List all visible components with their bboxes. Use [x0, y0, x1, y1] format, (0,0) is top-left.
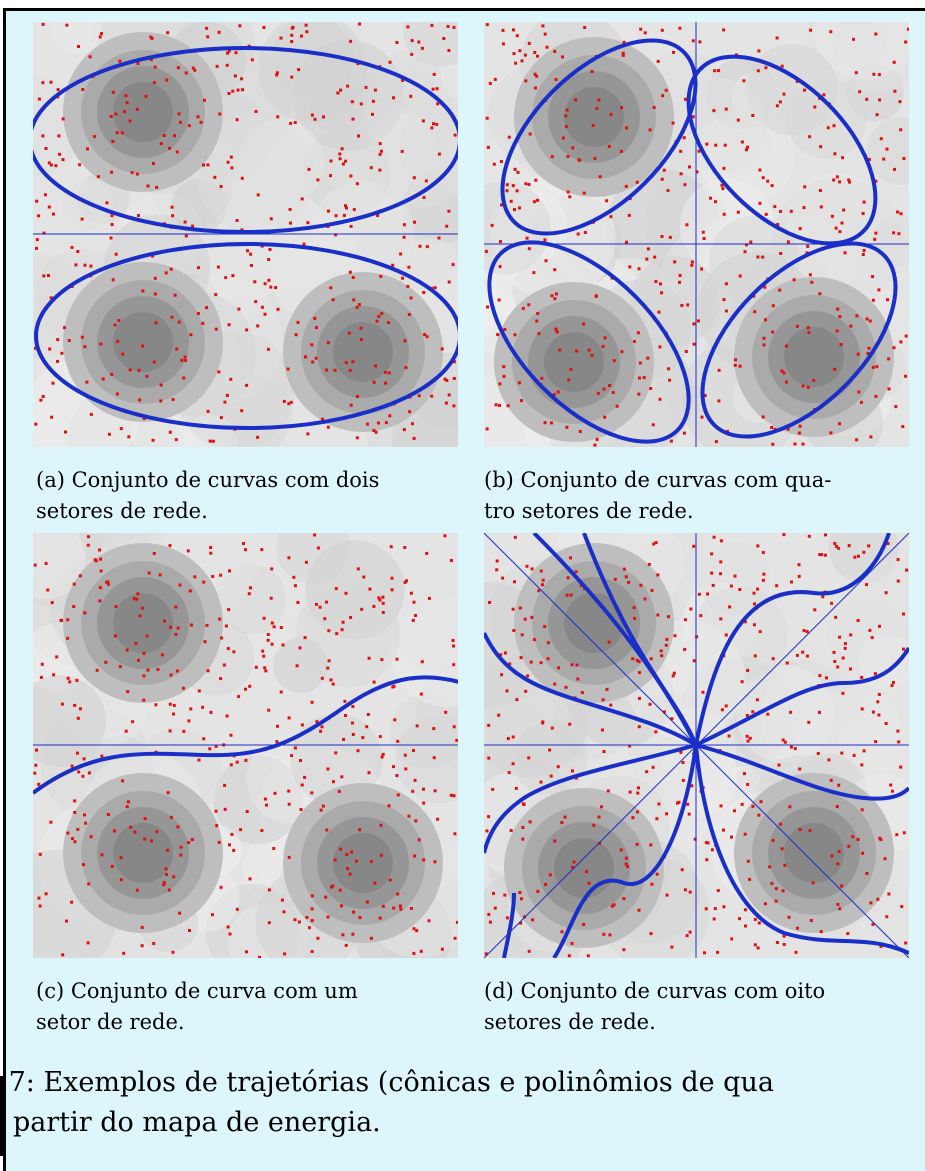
- trajectory-curve: [500, 38, 698, 236]
- figure-caption-line1: .7: Exemplos de trajetórias (cônicas e p…: [0, 1067, 774, 1098]
- caption-c-line1: (c) Conjunto de curva com um: [36, 979, 358, 1003]
- figure-caption: .7: Exemplos de trajetórias (cônicas e p…: [0, 1063, 925, 1143]
- panel-d-plot: [484, 533, 909, 958]
- trajectory-curve: [484, 743, 697, 854]
- figure-frame: (a) Conjunto de curvas com dois setores …: [3, 8, 925, 1171]
- trajectory-curve: [695, 646, 909, 747]
- energy-map: [484, 533, 909, 958]
- trajectory-curve: [33, 675, 458, 795]
- trajectory-curve: [695, 743, 909, 801]
- caption-b-line2: tro setores de rede.: [484, 499, 694, 523]
- caption-d-line2: setores de rede.: [484, 1010, 656, 1034]
- panel-a-image: [33, 22, 458, 447]
- energy-map: [33, 533, 458, 958]
- panel-b-image: [484, 22, 909, 447]
- trajectory-curve: [552, 744, 698, 958]
- caption-a-line2: setores de rede.: [36, 499, 208, 523]
- trajectory-curve: [700, 241, 898, 439]
- trajectory-curve: [582, 533, 698, 746]
- caption-d-line1: (d) Conjunto de curvas com oito: [484, 979, 826, 1003]
- panel-d-image: [484, 533, 909, 958]
- trajectory-curve: [484, 632, 698, 747]
- trajectory-curve: [34, 242, 458, 430]
- figure-caption-line2: partir do mapa de energia.: [13, 1107, 381, 1138]
- panel-c-plot: [33, 533, 458, 958]
- trajectory-curve: [33, 46, 458, 234]
- trajectory-curve: [487, 240, 691, 444]
- caption-d: (d) Conjunto de curvas com oito setores …: [484, 976, 909, 1038]
- trajectory-curve: [694, 744, 909, 955]
- trajectory-curve: [686, 54, 878, 246]
- caption-b: (b) Conjunto de curvas com qua- tro seto…: [484, 465, 909, 527]
- figure-left-edge: [0, 1076, 3, 1156]
- caption-c: (c) Conjunto de curva com um setor de re…: [36, 976, 461, 1038]
- trajectory-curve: [694, 533, 891, 746]
- trajectory-curve: [502, 892, 516, 958]
- panel-c-image: [33, 533, 458, 958]
- caption-a-line1: (a) Conjunto de curvas com dois: [36, 468, 380, 492]
- caption-a: (a) Conjunto de curvas com dois setores …: [36, 465, 461, 527]
- panel-a-plot: [33, 22, 458, 447]
- caption-b-line1: (b) Conjunto de curvas com qua-: [484, 468, 832, 492]
- sensor-points: [34, 22, 457, 443]
- caption-c-line2: setor de rede.: [36, 1010, 185, 1034]
- panel-b-plot: [484, 22, 909, 447]
